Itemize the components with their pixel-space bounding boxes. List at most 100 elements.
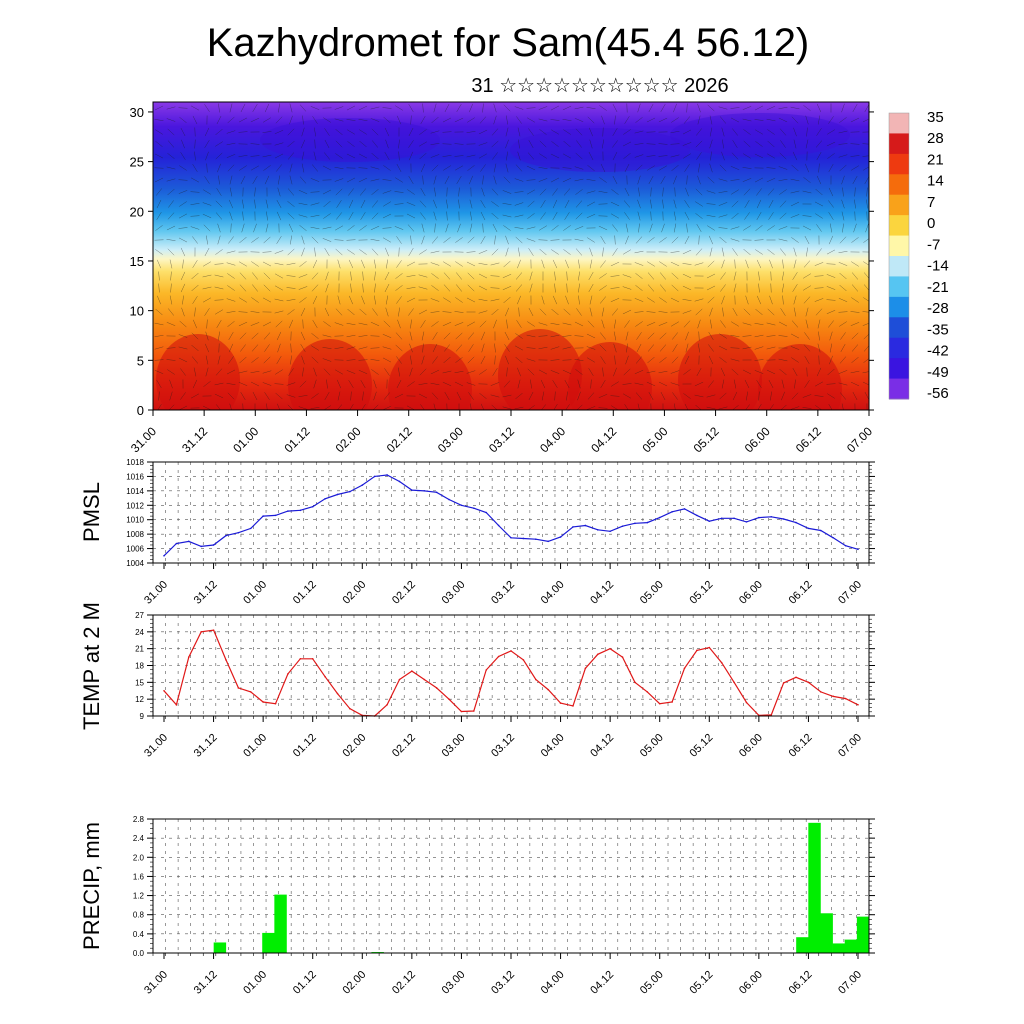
- wind-vector: [503, 225, 511, 231]
- wind-vector: [454, 143, 464, 145]
- wind-vector: [658, 143, 668, 145]
- wind-vector: [252, 176, 258, 184]
- wind-vector: [348, 295, 354, 305]
- wind-vector: [445, 223, 449, 233]
- wind-vector: [588, 283, 594, 293]
- pmsl-point: [634, 522, 636, 525]
- wind-vector: [346, 239, 356, 241]
- wind-vector: [434, 187, 436, 197]
- wind-vector: [600, 356, 606, 364]
- wind-vector: [574, 226, 584, 230]
- pmsl-point: [237, 531, 240, 534]
- pmsl-xtick-label: 02.12: [390, 579, 418, 607]
- wind-vector: [442, 117, 452, 123]
- wind-vector: [336, 404, 343, 410]
- wind-vector: [324, 307, 330, 317]
- wind-vector: [708, 355, 714, 365]
- wind-vector: [178, 107, 188, 109]
- wind-vector: [851, 344, 859, 352]
- wind-vector: [827, 129, 835, 135]
- wind-vector: [204, 343, 210, 353]
- wind-vector: [839, 284, 847, 292]
- wind-vector: [816, 175, 822, 185]
- wind-vector: [444, 103, 450, 113]
- wind-vector: [238, 311, 248, 313]
- wind-vector: [466, 382, 476, 386]
- wind-vector: [600, 379, 606, 389]
- wind-vector: [239, 356, 247, 364]
- wind-vector: [421, 223, 425, 233]
- pmsl-point: [795, 521, 797, 524]
- wind-vector: [865, 223, 869, 233]
- wind-vector: [697, 103, 701, 113]
- wind-vector: [253, 223, 257, 233]
- colorbar-label: -28: [927, 300, 949, 317]
- temp-point: [584, 667, 587, 670]
- wind-vector: [226, 154, 236, 158]
- chart-title: Kazhydromet for Sam(45.4 56.12): [207, 21, 810, 65]
- colorbar-swatch: [889, 337, 909, 359]
- wind-vector: [182, 295, 184, 305]
- wind-vector: [154, 105, 164, 111]
- wind-vector: [180, 392, 186, 400]
- wind-vector: [395, 285, 403, 291]
- wind-vector: [514, 406, 524, 410]
- wind-vector: [611, 189, 619, 195]
- wind-vector: [410, 115, 412, 125]
- wind-vector: [494, 355, 496, 365]
- wind-vector: [682, 299, 692, 301]
- wind-vector: [588, 271, 594, 281]
- wind-vector: [214, 286, 224, 290]
- wind-vector: [721, 247, 725, 257]
- wind-vector: [505, 355, 509, 365]
- warm-core-0: [156, 334, 240, 410]
- wind-vector: [516, 116, 522, 124]
- wind-vector: [275, 369, 283, 375]
- colorbar-swatch: [889, 256, 909, 277]
- wind-vector: [275, 116, 283, 124]
- wind-vector: [478, 273, 488, 279]
- wind-vector: [670, 251, 680, 253]
- wind-vector: [192, 164, 198, 172]
- wind-vector: [204, 140, 210, 148]
- wind-vector: [395, 177, 403, 183]
- wind-vector: [170, 283, 172, 293]
- wind-vector: [828, 235, 834, 245]
- wind-vector: [828, 187, 834, 197]
- wind-vector: [158, 391, 160, 401]
- wind-vector: [803, 260, 811, 268]
- wind-vector: [515, 333, 523, 339]
- wind-vector: [166, 359, 176, 361]
- wind-vector: [287, 309, 295, 315]
- wind-vector: [730, 358, 740, 362]
- wind-vector: [854, 199, 856, 209]
- wind-vector: [166, 347, 176, 349]
- wind-vector: [708, 235, 714, 245]
- wind-vector: [553, 404, 558, 410]
- wind-vector: [286, 287, 296, 289]
- wind-vector: [492, 152, 498, 160]
- wind-vector: [347, 249, 355, 255]
- wind-vector: [612, 128, 618, 136]
- wind-vector: [505, 163, 509, 173]
- wind-vector: [766, 105, 776, 111]
- wind-vector: [611, 308, 619, 316]
- wind-vector: [866, 187, 868, 197]
- wind-vector: [718, 214, 728, 218]
- wind-vector: [218, 331, 220, 341]
- wind-vector: [515, 392, 523, 400]
- wind-vector: [218, 175, 220, 185]
- wind-vector: [408, 127, 414, 137]
- wind-vector: [311, 272, 319, 280]
- wind-vector: [383, 320, 391, 328]
- wind-vector: [790, 214, 800, 218]
- temp-ytick-label: 24: [135, 628, 144, 637]
- wind-vector: [721, 295, 725, 305]
- wind-vector: [650, 211, 652, 221]
- wind-vector: [526, 189, 536, 195]
- wind-vector: [180, 247, 186, 257]
- temp-point: [423, 678, 426, 681]
- wind-vector: [322, 347, 332, 349]
- wind-vector: [817, 115, 821, 125]
- wind-vector: [683, 369, 691, 375]
